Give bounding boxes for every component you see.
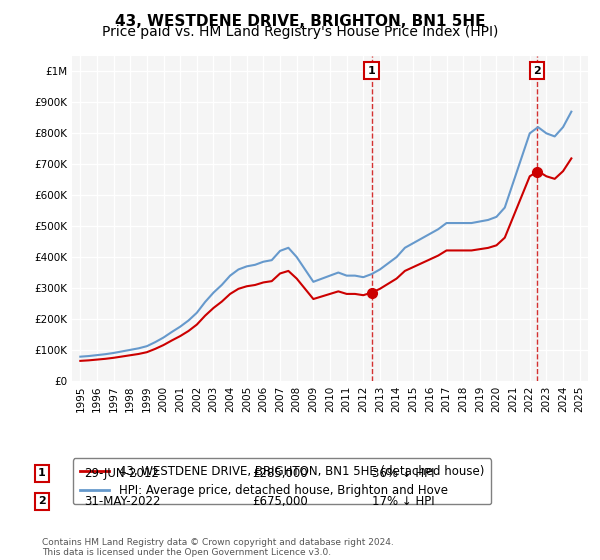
Text: £675,000: £675,000 xyxy=(252,494,308,508)
Text: 17% ↓ HPI: 17% ↓ HPI xyxy=(372,494,434,508)
Text: 1: 1 xyxy=(368,66,376,76)
Text: 36% ↓ HPI: 36% ↓ HPI xyxy=(372,466,434,480)
Text: 2: 2 xyxy=(38,496,46,506)
Legend: 43, WESTDENE DRIVE, BRIGHTON, BN1 5HE (detached house), HPI: Average price, deta: 43, WESTDENE DRIVE, BRIGHTON, BN1 5HE (d… xyxy=(73,458,491,504)
Text: Price paid vs. HM Land Registry's House Price Index (HPI): Price paid vs. HM Land Registry's House … xyxy=(102,25,498,39)
Text: 2: 2 xyxy=(533,66,541,76)
Text: Contains HM Land Registry data © Crown copyright and database right 2024.
This d: Contains HM Land Registry data © Crown c… xyxy=(42,538,394,557)
Text: 31-MAY-2022: 31-MAY-2022 xyxy=(84,494,161,508)
Text: 1: 1 xyxy=(38,468,46,478)
Text: 43, WESTDENE DRIVE, BRIGHTON, BN1 5HE: 43, WESTDENE DRIVE, BRIGHTON, BN1 5HE xyxy=(115,14,485,29)
Text: £285,000: £285,000 xyxy=(252,466,308,480)
Text: 29-JUN-2012: 29-JUN-2012 xyxy=(84,466,159,480)
